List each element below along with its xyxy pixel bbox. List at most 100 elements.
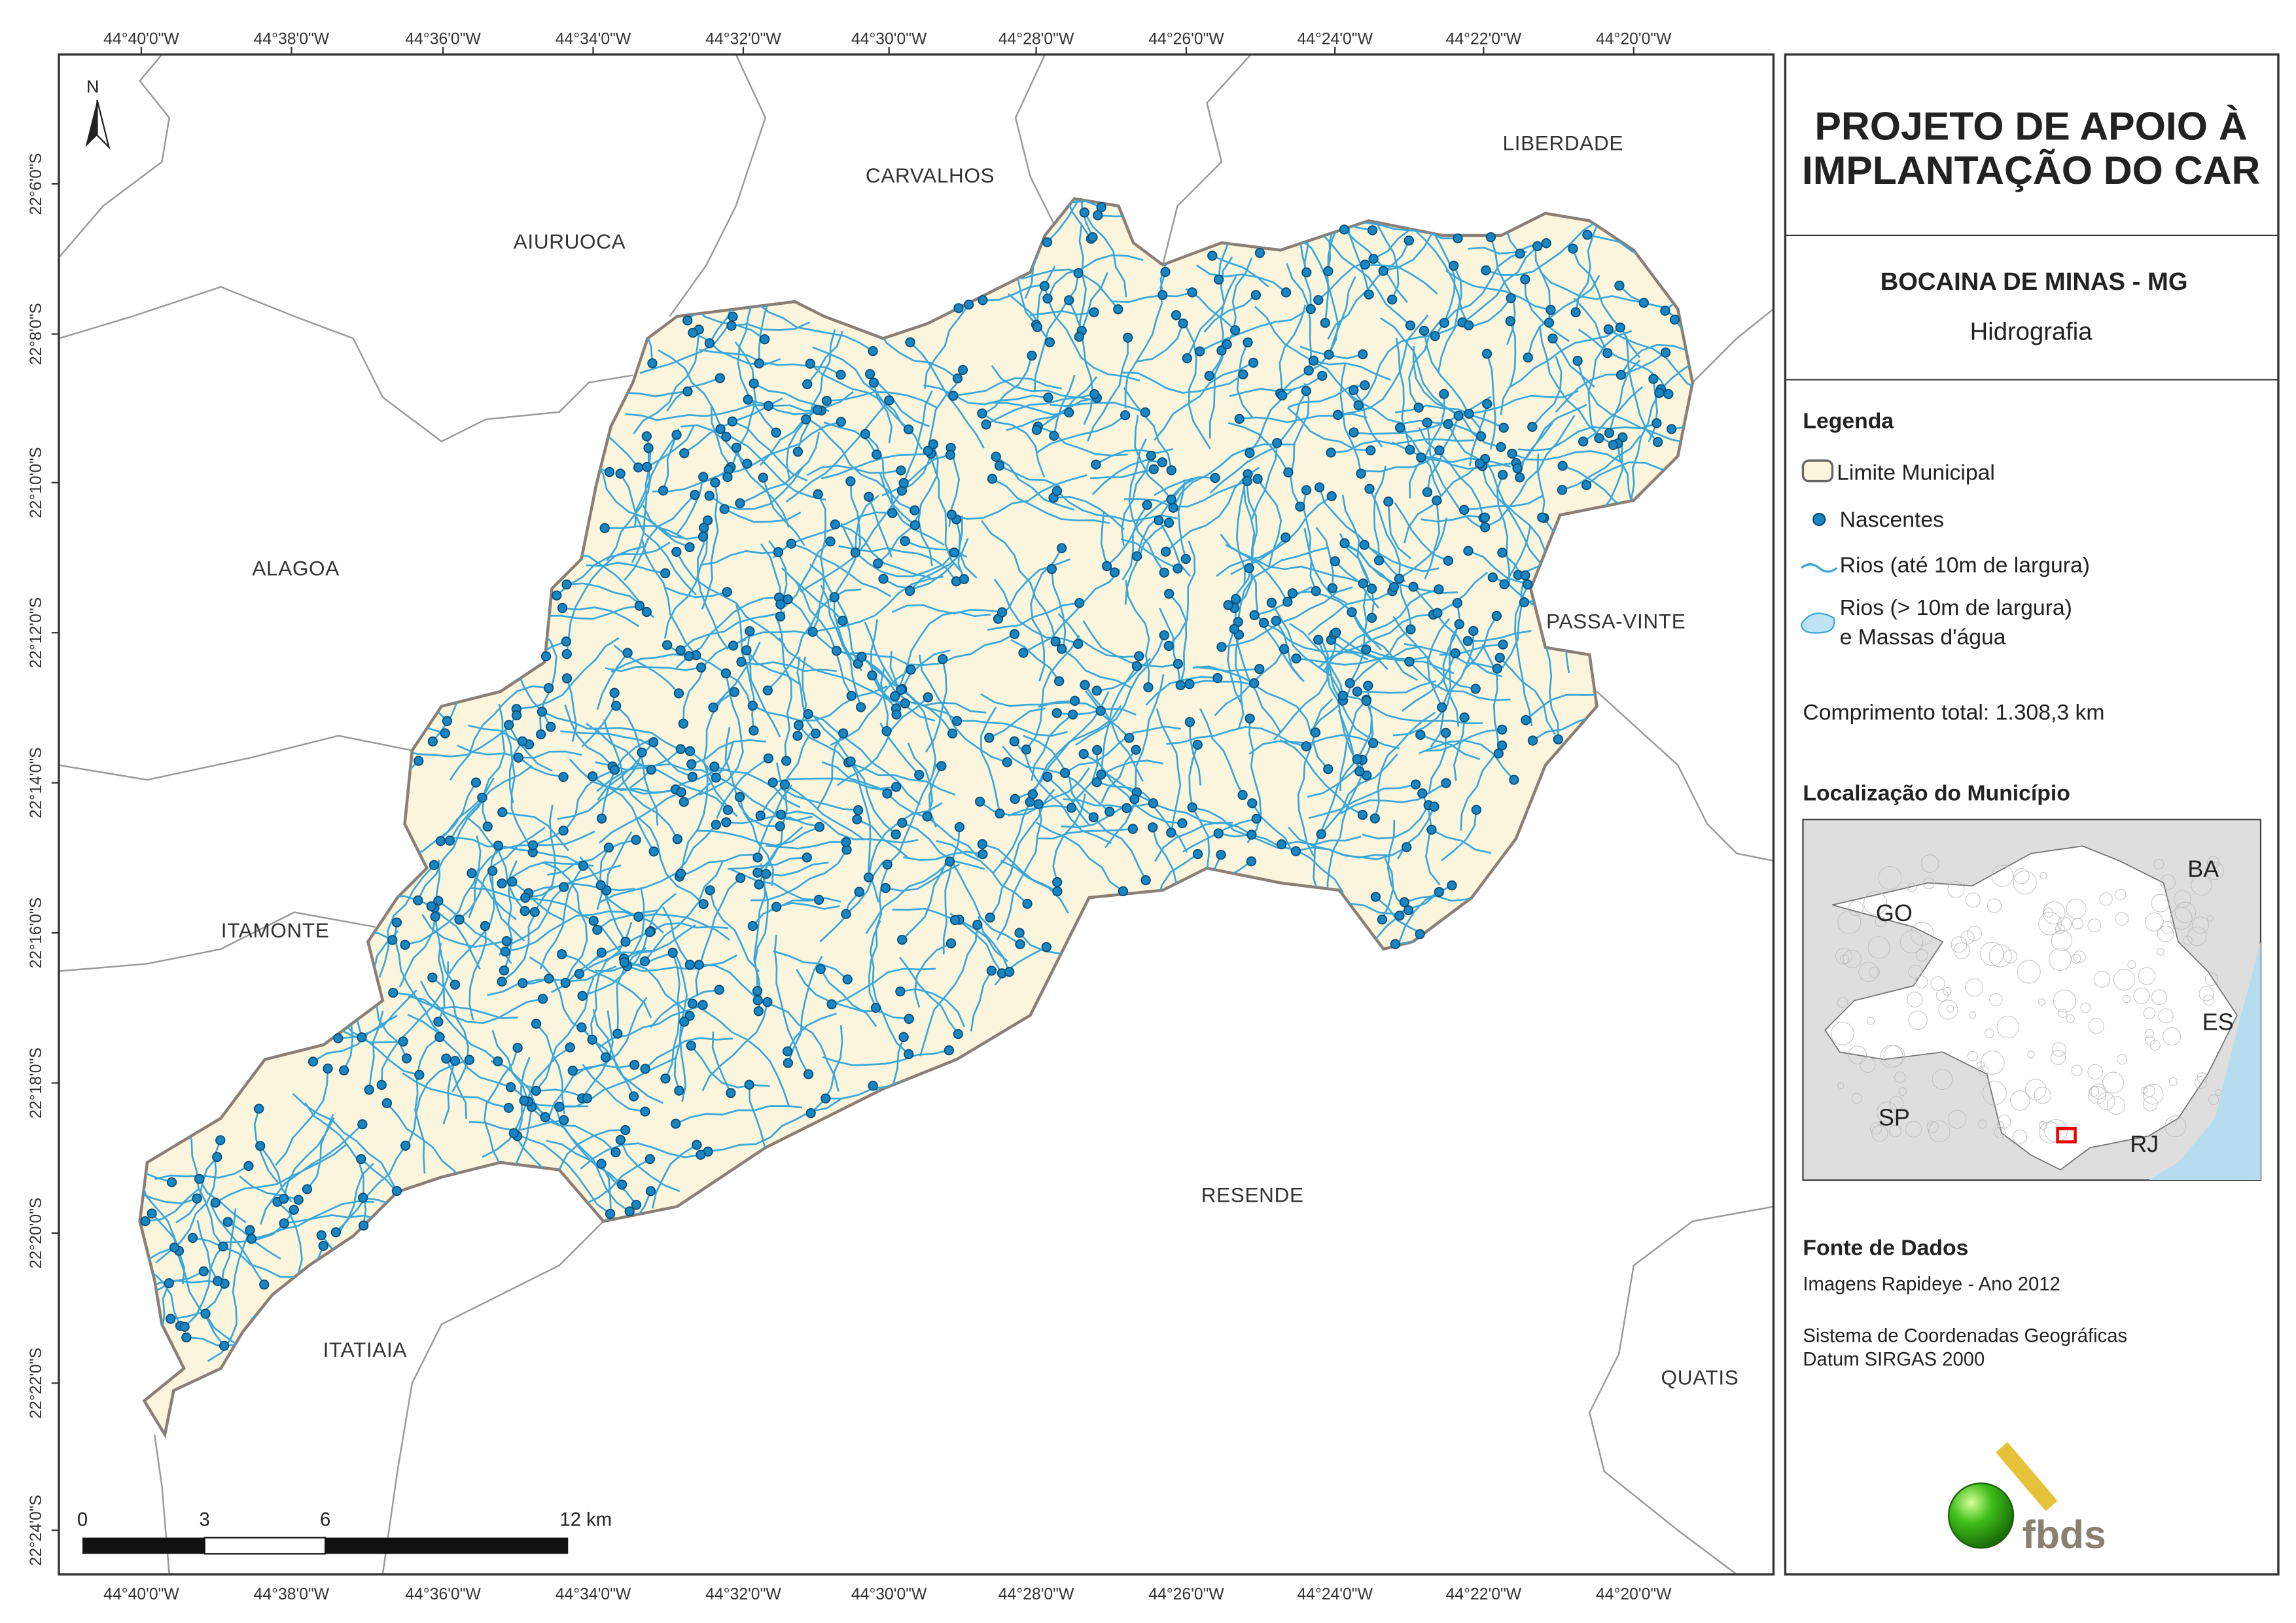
spring [928,439,938,449]
spring [1493,748,1504,759]
spring [1192,739,1203,750]
spring [977,408,987,419]
river [724,508,802,523]
spring [870,1002,881,1013]
river [1075,635,1165,746]
spring [905,337,915,347]
spring [1291,653,1301,664]
inset-cell [2072,918,2083,930]
river [1413,586,1503,678]
spring [1178,318,1188,329]
spring [1492,663,1502,674]
spring [520,892,531,903]
spring [487,865,498,877]
spring [213,1276,223,1286]
river [1002,745,1110,812]
spring [1497,470,1508,480]
spring [1143,682,1154,693]
river [215,1143,347,1204]
spring [792,731,803,741]
spring [1080,680,1090,690]
spring [704,491,715,501]
spring [1581,480,1592,491]
spring [147,1208,157,1219]
river [995,456,1075,511]
spring [1373,555,1385,566]
spring [698,899,709,909]
spring [1244,563,1254,574]
spring [358,1220,369,1231]
spring [1367,225,1378,236]
spring [179,1321,190,1332]
spring [648,846,659,857]
inset-cell [1989,993,2003,1007]
river [517,671,552,727]
river [404,835,482,946]
river [1087,338,1129,442]
spring [754,358,764,369]
spring [519,1095,529,1106]
inset-cell [1866,1017,1875,1025]
river [610,653,690,673]
legend-swatch [1812,512,1826,527]
inset-cell [1889,1125,1901,1138]
spring [1347,607,1357,618]
river [196,1219,219,1282]
spring [477,792,487,803]
river [1209,391,1307,494]
river [987,602,1080,631]
spring [578,860,589,871]
spring [554,1102,565,1112]
river [942,827,961,954]
inset-cell [1967,926,1982,941]
spring [1426,824,1437,835]
spring [946,510,957,520]
river [644,860,724,962]
river [1419,739,1515,781]
spring [1021,744,1032,755]
river [1227,629,1244,707]
inset-cell [2003,949,2017,964]
spring [803,1069,814,1079]
spring [639,956,650,967]
river [1468,390,1579,415]
spring [1157,290,1168,300]
spring [742,459,752,469]
spring [1462,636,1473,646]
spring [557,602,568,614]
inset-cell [1965,978,1984,997]
spring [398,1036,408,1047]
spring [1091,459,1101,470]
spring [947,728,958,739]
river [675,1105,803,1125]
inset-cell [2174,890,2191,908]
spring [595,880,606,890]
spring [807,627,818,637]
spring [1499,579,1510,589]
river [1409,661,1511,701]
spring [1378,266,1388,276]
spring [1468,625,1479,637]
spring [536,729,546,740]
river [198,1178,247,1223]
spring [1204,370,1214,381]
spring [722,472,733,482]
river [598,791,682,844]
river [1362,805,1430,840]
river [1100,749,1137,804]
spring [810,728,821,739]
spring [503,1102,514,1113]
spring [1279,644,1290,654]
spring [1249,610,1260,621]
river [1538,326,1614,446]
inset-cell [2191,916,2210,934]
river [680,611,786,652]
spring [1403,905,1414,916]
spring [1505,316,1515,326]
spring [427,736,438,747]
spring [259,1280,270,1290]
spring [540,651,552,661]
river [766,862,829,877]
spring [1039,281,1050,291]
springs [140,202,1680,1351]
